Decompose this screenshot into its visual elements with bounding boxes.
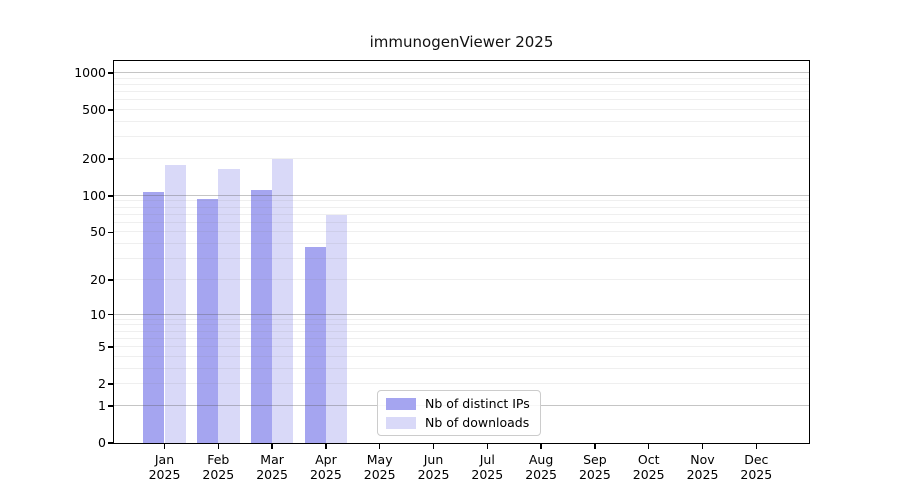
x-tick-mark <box>594 444 596 449</box>
gridline-minor <box>114 318 809 320</box>
legend-label-downloads: Nb of downloads <box>425 415 530 430</box>
y-tick-label: 1000 <box>74 65 106 80</box>
y-tick-mark <box>108 109 113 111</box>
gridline-minor <box>114 221 809 223</box>
y-tick-mark <box>108 383 113 385</box>
gridline-minor <box>114 121 809 122</box>
gridline-minor <box>114 91 809 93</box>
gridline-minor <box>114 157 809 159</box>
x-tick-label-aug: Aug 2025 <box>525 452 557 482</box>
gridline-minor <box>114 324 809 326</box>
bar-downloads-feb <box>218 168 240 443</box>
gridline-minor <box>114 278 809 280</box>
x-tick-mark <box>486 444 488 449</box>
y-tick-label: 10 <box>90 306 106 322</box>
y-tick-mark <box>108 158 113 160</box>
bar-downloads-mar <box>272 158 294 443</box>
x-tick-label-jul: Jul 2025 <box>471 452 504 482</box>
y-tick-label: 100 <box>82 187 106 203</box>
bar-distinct-ips-apr <box>304 246 326 443</box>
gridline-major <box>114 313 809 315</box>
x-tick-mark <box>540 444 542 449</box>
x-tick-label-feb: Feb 2025 <box>202 452 235 482</box>
x-tick-label-apr: Apr 2025 <box>309 452 342 482</box>
legend: Nb of distinct IPs Nb of downloads <box>377 390 541 436</box>
y-tick-mark <box>108 346 113 348</box>
gridline-minor <box>114 206 809 208</box>
bar-distinct-ips-jan <box>143 192 165 443</box>
x-tick-label-jan: Jan 2025 <box>148 452 181 482</box>
gridline-minor <box>114 337 809 339</box>
x-tick-label-oct: Oct 2025 <box>632 452 665 482</box>
y-tick-label: 2 <box>98 376 106 392</box>
x-tick-label-mar: Mar 2025 <box>256 452 288 482</box>
x-tick-label-dec: Dec 2025 <box>740 452 773 482</box>
gridline-minor <box>114 346 809 348</box>
gridline-minor <box>114 367 809 369</box>
gridline-minor <box>114 109 809 111</box>
x-tick-mark <box>163 444 166 449</box>
x-tick-mark <box>217 444 219 449</box>
gridline-minor <box>114 200 809 202</box>
x-tick-mark <box>648 444 650 449</box>
legend-entry-distinct-ips: Nb of distinct IPs <box>386 396 530 411</box>
y-tick-mark <box>108 405 113 407</box>
x-tick-label-may: May 2025 <box>363 452 396 482</box>
y-tick-mark <box>108 231 113 234</box>
y-tick-label: 200 <box>82 150 106 166</box>
gridline-minor <box>114 136 809 138</box>
gridline-minor <box>114 383 809 385</box>
gridline-minor <box>114 213 809 215</box>
gridline-minor <box>114 99 809 101</box>
chart-title: immunogenViewer 2025 <box>369 33 554 51</box>
y-tick-mark <box>108 279 113 281</box>
legend-entry-downloads: Nb of downloads <box>386 415 530 430</box>
y-tick-label: 5 <box>98 339 106 355</box>
gridline-minor <box>114 231 809 233</box>
y-tick-label: 500 <box>82 102 106 118</box>
x-tick-label-sep: Sep 2025 <box>578 452 611 482</box>
gridline-minor <box>114 330 809 332</box>
gridline-minor <box>114 258 809 260</box>
legend-swatch-downloads <box>386 416 416 429</box>
x-tick-mark <box>379 444 381 449</box>
gridline-minor <box>114 243 809 245</box>
x-tick-mark <box>271 444 273 449</box>
bar-downloads-apr <box>325 214 348 443</box>
y-tick-label: 20 <box>90 271 106 287</box>
legend-swatch-distinct-ips <box>386 397 416 410</box>
x-tick-mark <box>325 444 327 449</box>
y-tick-mark <box>108 72 113 74</box>
y-tick-label: 0 <box>98 435 106 450</box>
x-tick-label-nov: Nov 2025 <box>686 452 719 482</box>
x-tick-label-jun: Jun 2025 <box>417 452 450 482</box>
gridline-minor <box>114 355 809 357</box>
y-tick-label: 1 <box>98 397 106 413</box>
legend-label-distinct-ips: Nb of distinct IPs <box>425 396 530 411</box>
gridline-major <box>114 72 809 73</box>
x-tick-mark <box>755 444 757 449</box>
y-tick-label: 50 <box>90 224 106 240</box>
gridline-minor <box>114 77 809 79</box>
y-tick-mark <box>108 313 113 316</box>
bar-distinct-ips-feb <box>196 199 219 443</box>
bar-downloads-jan <box>164 164 186 443</box>
gridline-minor <box>114 83 809 85</box>
x-tick-mark <box>432 444 435 449</box>
y-tick-mark <box>108 442 113 444</box>
x-tick-mark <box>701 444 704 449</box>
plot-area <box>114 61 809 443</box>
bar-distinct-ips-mar <box>250 190 273 443</box>
y-tick-mark <box>108 195 113 197</box>
gridline-major <box>114 194 809 196</box>
